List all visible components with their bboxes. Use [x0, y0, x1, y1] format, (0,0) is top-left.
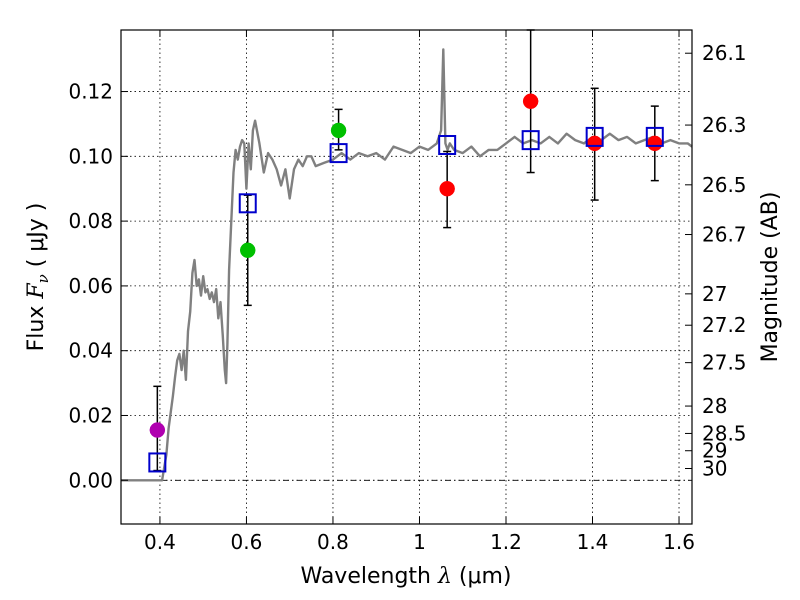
x-tick-label: 1.4 [577, 530, 609, 554]
x-axis-title-prefix: Wavelength [300, 564, 438, 589]
model-point [585, 126, 604, 147]
observed-point [439, 180, 455, 197]
y-tick-label: 0.00 [68, 468, 113, 492]
y-axis-title-subscript: ν [34, 274, 52, 283]
magnitude-tick-label: 29 [702, 439, 727, 463]
model-point [148, 452, 167, 473]
magnitude-tick-label: 28.5 [702, 421, 747, 445]
y-tick-label: 0.10 [68, 144, 113, 168]
x-axis-title: Wavelength λ (μm) [300, 564, 511, 589]
y-axis-title: Flux Fν ( μJy ) [24, 203, 52, 352]
y-axis-title-unit: ( μJy ) [24, 203, 49, 275]
magnitude-tick-label: 27.5 [702, 351, 747, 375]
observed-point [149, 422, 166, 438]
y-tick-label: 0.06 [68, 274, 113, 298]
x-axis-ticks: 0.4 0.6 0.8 1 1.2 1.4 1.6 [144, 30, 695, 554]
x-tick-label: 0.4 [144, 530, 176, 554]
observed-point [522, 93, 539, 110]
x-tick-label: 1.2 [490, 530, 522, 554]
y-axis-title-symbol: F [24, 283, 49, 300]
x-tick-label: 0.8 [317, 530, 349, 554]
plot-frame [120, 29, 693, 525]
observed-point [647, 135, 663, 152]
model-point [645, 126, 664, 147]
magnitude-tick-label: 30 [702, 457, 727, 481]
right-axis-title: Magnitude (AB) [758, 192, 783, 363]
magnitude-tick-label: 26.5 [702, 173, 747, 197]
x-axis-title-symbol: λ [437, 564, 452, 589]
y-axis-ticks: 0.00 0.02 0.04 0.06 0.08 0.10 0.12 [68, 80, 128, 492]
magnitude-tick-label: 27 [702, 282, 727, 306]
observed-point [239, 242, 256, 259]
magnitude-tick-label: 26.7 [702, 223, 747, 247]
plot-background [121, 30, 692, 524]
y-tick-label: 0.02 [68, 403, 113, 427]
y-axis-title-prefix: Flux [24, 299, 49, 352]
magnitude-tick-label: 28 [702, 394, 727, 418]
magnitude-tick-label: 27.2 [702, 313, 747, 337]
observed-points [149, 93, 663, 438]
template-spectrum-line [121, 48, 693, 482]
observed-point [586, 135, 603, 152]
x-axis-title-unit: (μm) [452, 564, 512, 589]
observed-point [330, 122, 347, 139]
model-point [438, 134, 457, 155]
magnitude-tick-label: 26.1 [702, 41, 747, 65]
magnitude-tick-label: 26.3 [702, 113, 747, 137]
y-tick-label: 0.08 [68, 209, 113, 233]
x-tick-label: 1 [413, 530, 426, 554]
x-tick-label: 0.6 [231, 530, 263, 554]
model-points [148, 126, 664, 473]
y-tick-label: 0.04 [68, 339, 113, 363]
x-tick-label: 1.6 [663, 530, 695, 554]
model-point [329, 143, 348, 164]
model-point [521, 130, 540, 151]
model-point [238, 193, 257, 214]
y-tick-label: 0.12 [68, 80, 113, 104]
